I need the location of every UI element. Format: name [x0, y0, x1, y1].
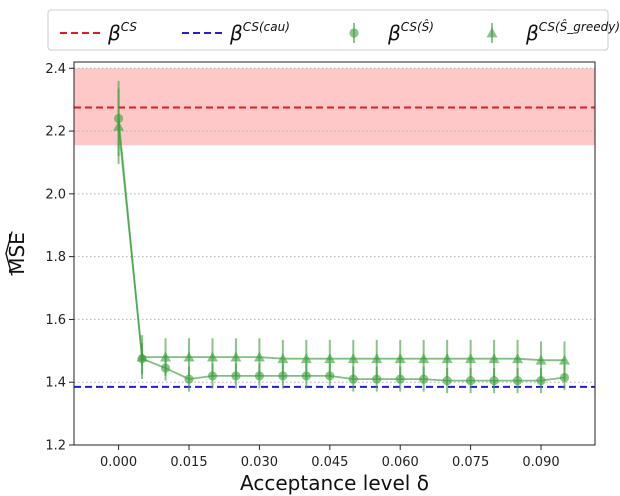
- x-tick-label: 0.060: [382, 455, 419, 470]
- data-point-triangle: [512, 353, 524, 364]
- y-tick-label: 2.0: [45, 187, 66, 202]
- y-tick-label: 1.6: [45, 313, 66, 328]
- legend-label-base: β: [387, 21, 401, 45]
- legend-frame: [47, 9, 609, 51]
- data-point-circle: [419, 374, 429, 384]
- data-point-triangle: [230, 351, 242, 362]
- data-point-triangle: [558, 354, 570, 365]
- y-tick-label: 1.8: [45, 250, 66, 265]
- legend-item-3: βCS(Ŝ): [349, 19, 434, 45]
- data-point-circle: [512, 376, 523, 386]
- legend-label-superscript: CS(Ŝ_greedy): [539, 19, 620, 34]
- legend-label: βCS: [107, 20, 137, 45]
- data-point-triangle: [441, 353, 453, 364]
- y-tick-label: 1.4: [45, 376, 66, 391]
- data-point-triangle: [347, 353, 359, 364]
- data-point-triangle: [300, 353, 312, 364]
- data-point-triangle: [465, 353, 477, 364]
- legend-item-2: βCS(cau): [182, 20, 290, 45]
- legend: βCS βCS(cau) βCS(Ŝ) βCS(Ŝ_greedy): [47, 9, 620, 51]
- y-tick-label: 2.2: [45, 125, 66, 140]
- data-point-triangle: [160, 351, 172, 362]
- plot-frame: [73, 61, 596, 446]
- gridlines: [74, 67, 595, 383]
- legend-marker-triangle: [486, 27, 498, 38]
- x-tick-label: 0.075: [452, 455, 489, 470]
- legend-item-4: βCS(Ŝ_greedy): [486, 19, 620, 45]
- y-axis-title-hat: [5, 231, 13, 276]
- data-point-triangle: [277, 353, 289, 364]
- legend-label-base: β: [107, 21, 121, 45]
- series-line-2: [117, 126, 565, 362]
- x-tick-label: 0.000: [100, 455, 137, 470]
- data-point-triangle: [488, 353, 500, 364]
- x-tick-label: 0.015: [170, 455, 207, 470]
- data-point-circle: [442, 376, 452, 386]
- y-axis-title: MSE: [5, 232, 29, 275]
- data-point-circle: [372, 374, 382, 384]
- x-tick-label: 0.090: [522, 455, 559, 470]
- data-point-triangle: [371, 353, 383, 364]
- legend-label-superscript: CS: [121, 20, 138, 34]
- series-layer: [113, 80, 570, 394]
- y-axis-title-group: MSE: [5, 231, 29, 276]
- legend-label-base: β: [229, 21, 243, 45]
- data-point-triangle: [324, 353, 336, 364]
- data-point-triangle: [136, 351, 148, 362]
- data-point-triangle: [394, 353, 406, 364]
- x-tick-label: 0.030: [241, 455, 278, 470]
- data-point-circle: [184, 374, 194, 384]
- data-point-triangle: [183, 351, 195, 362]
- legend-label: βCS(Ŝ): [387, 19, 434, 45]
- x-axis-title: Acceptance level δ: [240, 471, 429, 495]
- legend-label-base: β: [525, 21, 539, 45]
- legend-label-superscript: CS(cau): [243, 20, 290, 34]
- data-point-triangle: [206, 351, 218, 362]
- data-point-triangle: [113, 120, 125, 131]
- data-point-triangle: [253, 351, 265, 362]
- data-point-circle: [489, 376, 499, 386]
- y-tick-label: 2.4: [45, 62, 66, 77]
- data-point-triangle: [535, 354, 547, 365]
- x-axis: 0.000 0.015 0.030 0.045 0.060 0.075 0.090: [100, 445, 560, 470]
- y-axis: 1.2 1.4 1.6 1.8 2.0 2.2 2.4: [45, 62, 74, 454]
- legend-marker-circle: [349, 28, 359, 38]
- data-point-circle: [466, 376, 476, 386]
- data-point-circle: [536, 376, 546, 386]
- legend-item-1: βCS: [60, 20, 137, 45]
- data-point-circle: [395, 374, 405, 384]
- plot-area: [73, 61, 596, 446]
- legend-label: βCS(cau): [229, 20, 290, 45]
- x-tick-label: 0.045: [311, 455, 348, 470]
- data-point-circle: [348, 374, 358, 384]
- legend-label-superscript: CS(Ŝ): [401, 19, 434, 34]
- y-tick-label: 1.2: [45, 439, 66, 454]
- data-point-triangle: [418, 353, 430, 364]
- legend-label: βCS(Ŝ_greedy): [525, 19, 620, 45]
